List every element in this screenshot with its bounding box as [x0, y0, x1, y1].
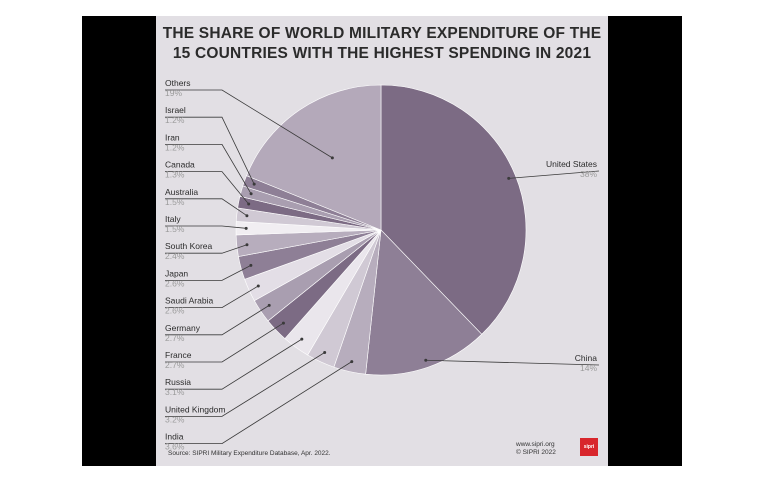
chart-panel: United States 38% China 14% Others 19% Israel 1…	[156, 16, 608, 466]
slice-name-australia: Australia	[165, 187, 198, 197]
slice-name-canada: Canada	[165, 160, 195, 170]
slice-name-russia: Russia	[165, 377, 191, 387]
pie-slice-others	[246, 84, 382, 231]
slice-value-australia: 1.5%	[165, 197, 185, 207]
leader-line-italy	[165, 225, 247, 229]
slice-name-united-states: United States	[546, 159, 597, 169]
slice-value-iran: 1.2%	[165, 142, 185, 152]
pie-chart: United States38%China14%Others19%Israel1…	[165, 78, 600, 452]
leader-dot-others	[330, 156, 334, 160]
slice-name-india: India	[165, 432, 184, 442]
pie-slice-china	[365, 229, 483, 376]
leader-dot-china	[424, 358, 428, 362]
slice-value-united-states: 38%	[580, 169, 597, 179]
slice-value-others: 19%	[165, 88, 182, 98]
leader-line-iran	[165, 143, 252, 195]
slice-value-germany: 2.7%	[165, 333, 185, 343]
chart-title-line-1: THE SHARE OF WORLD MILITARY EXPENDITURE …	[162, 25, 602, 42]
slice-value-france: 2.7%	[165, 360, 185, 370]
leader-line-others	[165, 89, 333, 159]
slice-value-china: 14%	[580, 363, 597, 373]
leader-line-south-korea	[165, 244, 248, 254]
slice-value-italy: 1.5%	[165, 224, 185, 234]
leader-line-united-states	[508, 170, 600, 179]
right-black-bar	[608, 16, 682, 466]
slice-value-israel: 1.2%	[165, 115, 185, 125]
slice-name-france: France	[165, 350, 192, 360]
leader-line-saudi-arabia	[165, 285, 259, 309]
chart-title-line-2: 15 COUNTRIES WITH THE HIGHEST SPENDING I…	[172, 45, 592, 62]
leader-dot-iran	[249, 192, 253, 196]
leader-line-germany	[165, 305, 270, 336]
leader-line-united-kingdom	[165, 352, 325, 417]
slice-value-saudi-arabia: 2.6%	[165, 306, 185, 316]
slice-name-saudi-arabia: Saudi Arabia	[165, 296, 213, 306]
leader-dot-israel	[252, 182, 256, 186]
leader-dot-russia	[300, 337, 304, 341]
leader-dot-united-kingdom	[323, 351, 327, 355]
slice-value-russia: 3.1%	[165, 387, 185, 397]
slice-value-india: 3.6%	[165, 442, 185, 452]
leader-dot-south-korea	[245, 243, 249, 247]
leader-dot-france	[281, 321, 285, 325]
slice-value-united-kingdom: 3.2%	[165, 414, 185, 424]
leader-line-france	[165, 322, 284, 363]
slice-name-japan: Japan	[165, 268, 188, 278]
leader-line-japan	[165, 265, 252, 281]
slice-name-china: China	[575, 353, 597, 363]
source-note: Source: SIPRI Military Expenditure Datab…	[168, 450, 331, 457]
leader-line-china	[425, 359, 600, 366]
leader-line-russia	[165, 338, 303, 390]
slice-name-south-korea: South Korea	[165, 241, 213, 251]
leader-dot-india	[350, 360, 354, 364]
leader-dot-italy	[244, 226, 248, 230]
sipri-logo: sipri	[580, 438, 598, 456]
leader-dot-japan	[249, 263, 253, 267]
sipri-credit: www.sipri.org © SIPRI 2022	[516, 441, 556, 457]
leader-dot-germany	[267, 303, 271, 307]
pie-slice-united-states	[380, 84, 527, 335]
slice-value-canada: 1.3%	[165, 170, 185, 180]
leader-dot-australia	[245, 214, 249, 218]
slice-name-israel: Israel	[165, 105, 186, 115]
slice-value-japan: 2.6%	[165, 278, 185, 288]
slice-name-germany: Germany	[165, 323, 201, 333]
leader-dot-canada	[247, 202, 251, 206]
copyright-text: © SIPRI 2022	[516, 449, 556, 456]
slice-name-others: Others	[165, 78, 191, 88]
leader-line-india	[165, 361, 352, 445]
slice-name-italy: Italy	[165, 214, 181, 224]
leader-dot-saudi-arabia	[256, 284, 260, 288]
chart-title: THE SHARE OF WORLD MILITARY EXPENDITURE …	[156, 24, 608, 64]
leader-line-israel	[165, 116, 255, 185]
leader-line-canada	[165, 171, 249, 205]
leader-line-australia	[165, 198, 248, 217]
slice-name-iran: Iran	[165, 132, 180, 142]
slice-name-united-kingdom: United Kingdom	[165, 404, 225, 414]
left-black-bar	[82, 16, 156, 466]
leader-dot-united-states	[507, 176, 511, 180]
slice-value-south-korea: 2.4%	[165, 251, 185, 261]
website-text: www.sipri.org	[516, 441, 555, 448]
